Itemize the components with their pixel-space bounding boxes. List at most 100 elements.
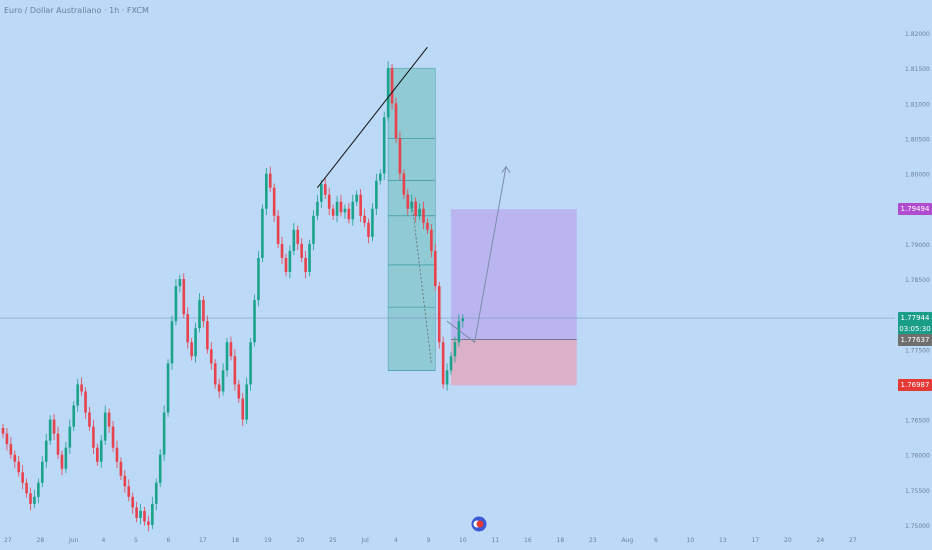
candle-body xyxy=(331,208,335,216)
time-tick-label: Jul xyxy=(361,537,370,544)
price-tick-label: 1.81500 xyxy=(905,66,930,73)
candle-body xyxy=(76,384,79,406)
candle-body xyxy=(72,405,76,427)
candle-body xyxy=(316,201,319,216)
candle-body xyxy=(166,363,170,413)
candle-body xyxy=(186,314,190,343)
candle-body xyxy=(363,215,366,223)
price-tick-label: 1.75500 xyxy=(905,488,930,495)
candle-body xyxy=(445,370,449,385)
candle-body xyxy=(52,419,56,434)
candle-body xyxy=(103,412,107,441)
candle-body xyxy=(406,194,410,209)
candle-body xyxy=(68,426,72,448)
candle-body xyxy=(398,138,402,174)
candle-body xyxy=(213,363,217,385)
candle-body xyxy=(371,208,374,237)
candle-body xyxy=(343,208,347,213)
time-tick-label: 20 xyxy=(784,537,792,544)
countdown-tag: 03:05:30 xyxy=(898,323,932,336)
time-tick-label: 24 xyxy=(817,537,825,544)
candle-body xyxy=(457,321,461,343)
candle-body xyxy=(304,257,307,272)
candle-body xyxy=(111,426,115,448)
time-tick-label: 27 xyxy=(4,537,12,544)
price-tag: 1.79494 xyxy=(898,203,932,216)
candle-body xyxy=(37,482,40,497)
price-tick-label: 1.75000 xyxy=(905,523,930,530)
price-tick-label: 1.77500 xyxy=(905,347,930,354)
candle-body xyxy=(182,279,186,315)
time-tick-label: 11 xyxy=(492,537,500,544)
tradingview-logo-icon xyxy=(471,516,487,532)
trend-line xyxy=(317,46,428,188)
candle-body xyxy=(434,250,437,287)
candle-body xyxy=(441,342,445,385)
candle-body xyxy=(437,286,441,343)
time-tick-label: 28 xyxy=(37,537,45,544)
candle-body xyxy=(268,173,272,188)
time-tick-label: Jun xyxy=(68,537,79,544)
time-tick-label: 17 xyxy=(752,537,760,544)
time-tick-label: 16 xyxy=(524,537,532,544)
symbol-title[interactable]: Euro / Dollar Australiano · 1h · FXCM xyxy=(4,6,149,15)
candle-body xyxy=(206,321,209,350)
candle-body xyxy=(41,461,44,483)
candle-body xyxy=(131,496,134,508)
candle-body xyxy=(162,412,166,455)
candle-body xyxy=(378,173,382,181)
price-tick-label: 1.78500 xyxy=(905,277,930,284)
candle-body xyxy=(320,184,323,202)
candle-body xyxy=(288,250,292,272)
candle-body xyxy=(265,173,268,209)
candle-body xyxy=(402,173,406,195)
candle-body xyxy=(209,349,213,364)
time-tick-label: 13 xyxy=(719,537,727,544)
candle-body xyxy=(221,370,225,392)
dashed-projection xyxy=(411,201,432,364)
candle-body xyxy=(147,521,150,525)
candle-body xyxy=(202,300,205,322)
candle-body xyxy=(355,194,358,202)
time-tick-label: 18 xyxy=(232,537,240,544)
candle-body xyxy=(351,201,355,220)
candle-body xyxy=(272,187,276,216)
candle-body xyxy=(190,342,193,357)
candle-body xyxy=(60,454,64,469)
target-zone xyxy=(451,209,577,340)
time-tick-label: 5 xyxy=(134,537,138,544)
candle-body xyxy=(382,117,386,174)
candle-body xyxy=(339,201,343,213)
time-tick-label: 4 xyxy=(102,537,106,544)
time-tick-label: 19 xyxy=(264,537,272,544)
candle-body xyxy=(158,454,162,483)
candle-body xyxy=(430,229,433,251)
candle-body xyxy=(154,482,158,504)
candle-body xyxy=(253,300,256,343)
candle-body xyxy=(323,184,327,195)
candle-body xyxy=(276,215,280,244)
candle-body xyxy=(143,510,146,522)
time-tick-label: 25 xyxy=(329,537,337,544)
candle-body xyxy=(237,384,241,399)
price-tag: 1.77944 xyxy=(898,312,932,325)
candle-body xyxy=(292,229,296,251)
candle-body xyxy=(300,243,303,258)
candle-body xyxy=(261,208,264,258)
time-tick-label: 10 xyxy=(687,537,695,544)
price-tick-label: 1.80500 xyxy=(905,136,930,143)
candle-body xyxy=(194,328,197,357)
candle-body xyxy=(245,384,248,420)
candle-body xyxy=(390,68,394,104)
candle-body xyxy=(359,194,362,216)
candle-body xyxy=(80,384,83,392)
candle-body xyxy=(56,433,60,455)
candle-body xyxy=(257,257,260,301)
projection-arrowhead xyxy=(501,165,511,173)
candle-body xyxy=(225,342,229,371)
candle-body xyxy=(99,440,103,462)
candle-body xyxy=(178,279,182,287)
candle-body xyxy=(13,454,17,462)
